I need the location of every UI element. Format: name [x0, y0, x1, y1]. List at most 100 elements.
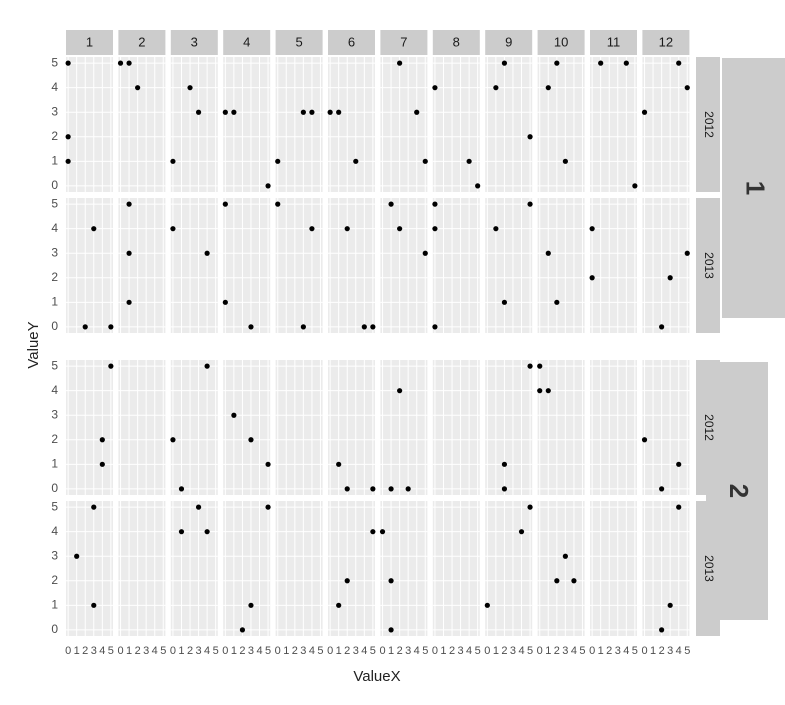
panel-background [642, 198, 690, 333]
point [405, 486, 411, 492]
point [82, 324, 88, 330]
point [344, 578, 350, 584]
x-tick-label: 4 [99, 645, 105, 657]
point [659, 486, 665, 492]
x-tick-label: 1 [493, 645, 499, 657]
x-tick-label: 5 [265, 645, 271, 657]
point [432, 226, 438, 232]
point [344, 226, 350, 232]
point [222, 109, 228, 115]
x-tick-label: 3 [405, 645, 411, 657]
x-tick-label: 0 [484, 645, 490, 657]
point [300, 324, 306, 330]
x-tick-label: 2 [82, 645, 88, 657]
point [65, 60, 71, 66]
column-strip [485, 30, 533, 55]
point [684, 250, 690, 256]
point [108, 324, 114, 330]
point [231, 109, 237, 115]
point [554, 578, 560, 584]
point [414, 109, 420, 115]
x-tick-label: 0 [327, 645, 333, 657]
panel-background [590, 198, 637, 333]
point [65, 158, 71, 164]
column-strip-label: 1 [86, 34, 93, 49]
y-tick-label: 2 [51, 573, 58, 587]
point [361, 324, 367, 330]
panel-background [590, 360, 637, 495]
x-tick-label: 0 [65, 645, 71, 657]
row-strip [696, 198, 720, 333]
group-strip [722, 58, 785, 318]
group-strip-label: 1 [741, 181, 771, 195]
x-tick-label: 4 [309, 645, 315, 657]
point [108, 363, 114, 369]
point [327, 109, 333, 115]
x-tick-label: 5 [108, 645, 114, 657]
point [170, 226, 176, 232]
point [623, 60, 629, 66]
x-tick-label: 1 [178, 645, 184, 657]
x-tick-label: 5 [317, 645, 323, 657]
x-tick-label: 4 [676, 645, 682, 657]
point [91, 602, 97, 608]
row-strip-label: 2012 [702, 414, 716, 441]
panel-background [328, 57, 375, 192]
point [187, 85, 193, 91]
x-tick-label: 2 [135, 645, 141, 657]
point [300, 109, 306, 115]
x-tick-label: 1 [231, 645, 237, 657]
column-strip-label: 12 [659, 34, 673, 49]
point [275, 201, 281, 207]
x-tick-label: 1 [126, 645, 132, 657]
x-tick-label: 3 [562, 645, 568, 657]
point [676, 461, 682, 467]
column-strip-label: 4 [243, 34, 250, 49]
panel-background [380, 501, 428, 636]
point [641, 109, 648, 115]
x-tick-label: 0 [222, 645, 228, 657]
column-strip-label: 7 [400, 34, 407, 49]
x-tick-label: 1 [388, 645, 394, 657]
point [676, 60, 682, 66]
x-tick-label: 4 [256, 645, 262, 657]
panel-background [485, 501, 533, 636]
x-tick-label: 5 [527, 645, 533, 657]
x-tick-label: 4 [518, 645, 524, 657]
y-tick-label: 3 [51, 407, 58, 421]
point [74, 553, 80, 559]
point [195, 504, 202, 510]
y-tick-label: 1 [51, 294, 58, 308]
x-tick-label: 2 [659, 645, 665, 657]
x-tick-label: 2 [344, 645, 350, 657]
column-strip [590, 30, 637, 55]
x-tick-label: 3 [353, 645, 359, 657]
point [370, 529, 376, 535]
x-tick-label: 1 [74, 645, 80, 657]
x-tick-label: 1 [598, 645, 604, 657]
point [126, 250, 132, 256]
x-tick-label: 2 [239, 645, 245, 657]
panel-background [537, 501, 585, 636]
column-strip [432, 30, 480, 55]
panel-background [223, 198, 271, 333]
point [545, 85, 551, 91]
point [265, 504, 271, 510]
point [527, 201, 533, 207]
point [475, 183, 481, 189]
x-tick-label: 1 [650, 645, 656, 657]
column-strip [380, 30, 428, 55]
panel-background [223, 360, 271, 495]
point [571, 578, 577, 584]
point [388, 578, 394, 584]
point [527, 363, 533, 369]
panel-background [170, 198, 218, 333]
x-tick-label: 0 [275, 645, 281, 657]
column-strip [118, 30, 166, 55]
panel-background [380, 198, 428, 333]
panel-background [380, 57, 428, 192]
point [589, 275, 595, 281]
x-tick-label: 4 [623, 645, 629, 657]
point [344, 486, 350, 492]
